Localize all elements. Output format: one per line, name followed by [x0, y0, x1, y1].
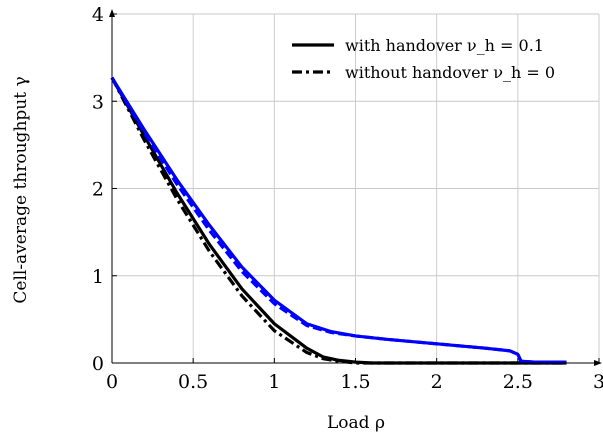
legend-label-with-handover: with handover ν_h = 0.1	[345, 36, 544, 55]
series-line-3	[110, 76, 567, 364]
series-line-4	[110, 76, 535, 364]
x-tick-label: 3	[593, 371, 603, 393]
y-axis-label: Cell-average throughput γ	[11, 76, 31, 303]
x-tick-label: 2	[431, 371, 443, 393]
legend: with handover ν_h = 0.1 without handover…	[292, 36, 555, 82]
y-tick-label: 0	[92, 353, 104, 375]
series-line-2	[110, 76, 567, 365]
x-tick-label: 2.5	[503, 371, 533, 393]
grid	[112, 13, 600, 363]
y-tick-label: 4	[92, 4, 104, 26]
x-tick-label: 0.5	[178, 371, 208, 393]
series-group	[110, 76, 567, 365]
tick-labels: 0 0.5 1 1.5 2 2.5 3 0 1 2 3 4	[92, 4, 603, 393]
y-tick-label: 3	[92, 91, 104, 113]
x-tick-label: 1.5	[340, 371, 370, 393]
x-tick-label: 0	[106, 371, 118, 393]
x-axis-label: Load ρ	[327, 413, 385, 433]
legend-label-without-handover: without handover ν_h = 0	[345, 63, 555, 82]
series-line-1	[110, 76, 567, 365]
y-tick-label: 1	[92, 266, 104, 288]
axes	[109, 9, 602, 366]
x-tick-label: 1	[268, 371, 280, 393]
x-axis-arrow	[594, 360, 602, 366]
y-tick-label: 2	[92, 179, 104, 201]
y-axis-arrow	[109, 9, 115, 17]
